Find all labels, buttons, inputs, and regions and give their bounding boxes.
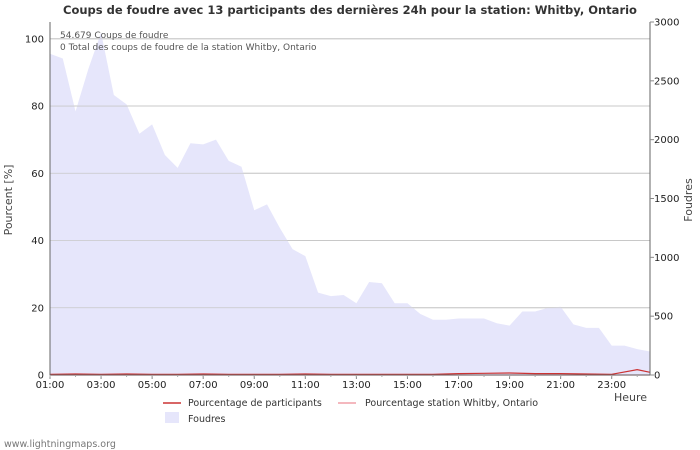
credit-link[interactable]: www.lightningmaps.org [4, 439, 116, 450]
y-right-tick-label: 2500 [654, 76, 679, 87]
y-right-tick-label: 3000 [654, 18, 679, 29]
y-left-tick-label: 60 [31, 169, 44, 180]
x-tick-label: 01:00 [36, 380, 65, 391]
y-right-tick-label: 1000 [654, 253, 679, 264]
y-right-tick-label: 500 [654, 312, 673, 323]
y-axis-right-label: Foudres [682, 178, 695, 222]
x-tick-label: 07:00 [189, 380, 218, 391]
x-tick-label: 13:00 [342, 380, 371, 391]
x-tick-label: 19:00 [495, 380, 524, 391]
y-left-tick-label: 0 [38, 371, 44, 382]
ticks: 02040608010005001000150020002500300001:0… [25, 18, 680, 392]
x-tick-label: 15:00 [393, 380, 422, 391]
y-right-tick-label: 1500 [654, 194, 679, 205]
legend-label-foudres: Foudres [188, 414, 226, 425]
x-tick-label: 17:00 [444, 380, 473, 391]
legend: Pourcentage de participants Pourcentage … [163, 398, 538, 425]
y-left-tick-label: 40 [31, 236, 44, 247]
x-tick-label: 21:00 [546, 380, 575, 391]
foudres-area [50, 32, 650, 376]
x-tick-label: 23:00 [597, 380, 626, 391]
legend-label-participants: Pourcentage de participants [188, 398, 322, 409]
y-right-tick-label: 0 [654, 371, 660, 382]
y-right-tick-label: 2000 [654, 135, 679, 146]
legend-swatch-foudres [165, 412, 179, 423]
x-tick-label: 09:00 [240, 380, 269, 391]
chart-title: Coups de foudre avec 13 participants des… [63, 3, 637, 17]
foudres-area-layer [50, 32, 650, 376]
participants-percentage-line [49, 369, 651, 375]
y-left-tick-label: 100 [25, 34, 44, 45]
y-axis-left-label: Pourcent [%] [2, 165, 15, 236]
x-tick-label: 05:00 [138, 380, 167, 391]
x-tick-label: 11:00 [291, 380, 320, 391]
y-left-tick-label: 80 [31, 102, 44, 113]
x-tick-label: 03:00 [87, 380, 116, 391]
annotation-strikes: 54.679 Coups de foudre [60, 31, 169, 41]
y-left-tick-label: 20 [31, 303, 44, 314]
annotation-station-total: 0 Total des coups de foudre de la statio… [60, 43, 317, 53]
x-axis-label: Heure [614, 391, 647, 404]
legend-label-station: Pourcentage station Whitby, Ontario [365, 398, 538, 409]
